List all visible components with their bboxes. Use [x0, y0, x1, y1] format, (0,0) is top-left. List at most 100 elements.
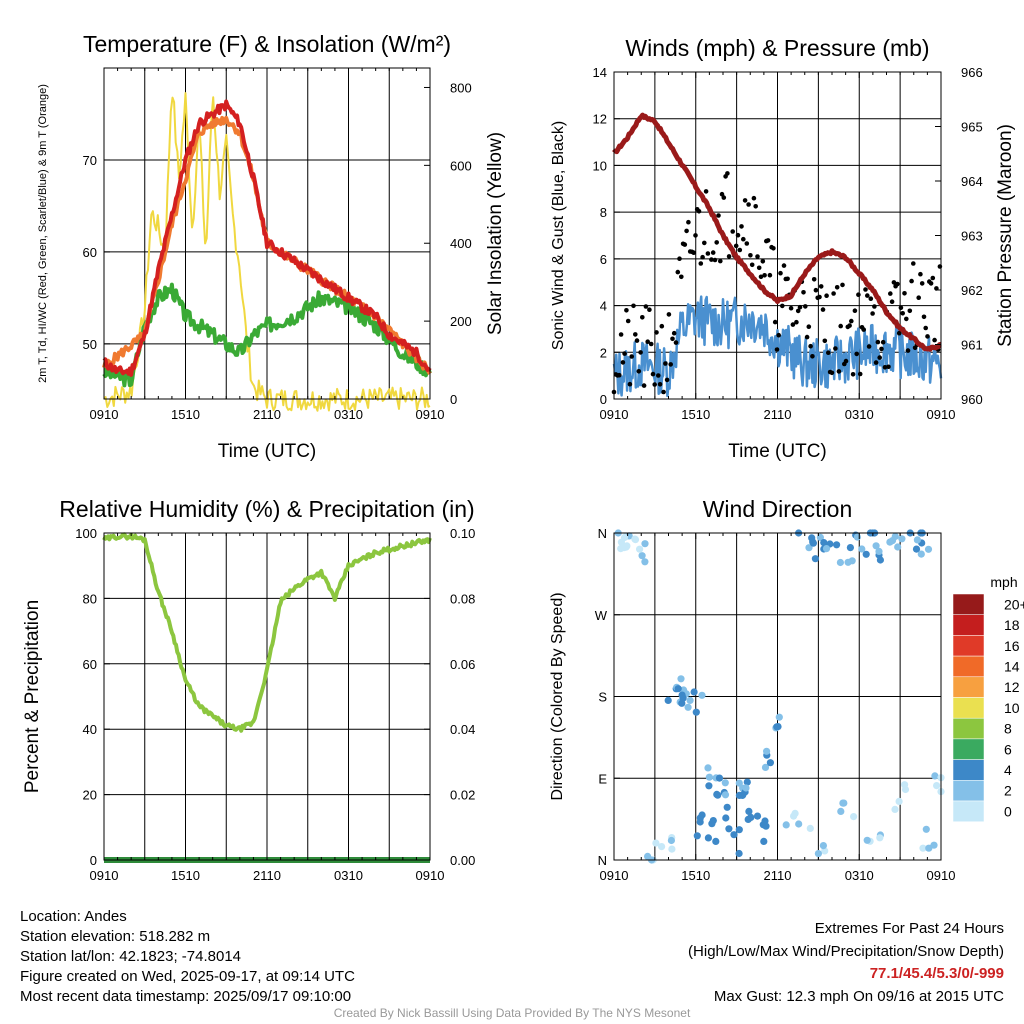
gust-point [749, 262, 755, 268]
direction-point [641, 558, 649, 566]
gust-point [666, 312, 672, 317]
gust-point [661, 389, 666, 395]
gust-point [638, 350, 643, 355]
direction-point [652, 839, 660, 847]
direction-point [795, 820, 803, 828]
direction-point [773, 723, 781, 731]
gust-point [725, 171, 730, 176]
gust-point [670, 336, 675, 342]
gust-point [829, 370, 835, 376]
gust-point [911, 261, 916, 266]
x-tick-label: 1510 [681, 407, 710, 422]
direction-point [730, 831, 738, 839]
gust-point [780, 303, 785, 309]
gust-point [898, 305, 904, 311]
legend-swatch [952, 676, 985, 698]
direction-point [763, 747, 771, 755]
gust-point [824, 293, 829, 299]
gust-point [703, 189, 709, 194]
gust-point [788, 305, 794, 311]
y2-tick-label: 0.00 [450, 853, 475, 868]
gust-point [932, 337, 937, 343]
y2-tick-label: 966 [961, 65, 983, 80]
gust-point [640, 315, 645, 320]
direction-point [664, 696, 672, 705]
direction-point [762, 822, 770, 830]
gust-point [813, 287, 819, 293]
x-tick-label: 2110 [253, 407, 281, 422]
y-tick-label: N [598, 526, 607, 541]
y2-tick-label: 960 [961, 392, 983, 407]
y-tick-label: S [598, 690, 607, 705]
gust-point [895, 281, 900, 287]
y-tick-label: 8 [600, 205, 607, 220]
direction-point [696, 814, 704, 822]
direction-point [704, 834, 713, 842]
direction-point [705, 773, 714, 781]
direction-point [819, 842, 828, 850]
gust-point [888, 291, 893, 296]
solar-insolation-line [103, 92, 431, 412]
gust-point [633, 332, 638, 337]
direction-point [712, 837, 720, 846]
gust-point [663, 361, 668, 366]
legend-label: 0 [1004, 803, 1012, 819]
legend-swatch [952, 614, 985, 636]
y2-axis-label: Station Pressure (Maroon) [995, 124, 1016, 347]
gust-point [847, 323, 852, 328]
legend-swatch [952, 635, 985, 657]
x-tick-label: 2110 [764, 868, 792, 883]
gust-point [648, 341, 654, 347]
x-tick-label: 1510 [171, 407, 200, 422]
direction-point [684, 703, 692, 711]
direction-point [693, 832, 701, 840]
gust-point [868, 296, 874, 302]
gust-point [702, 240, 707, 246]
gust-point [673, 340, 679, 345]
direction-point [705, 782, 713, 790]
direction-point [811, 555, 820, 563]
direction-point [708, 820, 716, 828]
2m-temperature-line [102, 99, 432, 377]
humidity-chart: 0910 1510 2110 0310 09100204060801000.000.02… [22, 496, 475, 883]
direction-point [690, 688, 698, 696]
gust-point [861, 327, 866, 332]
direction-point [674, 685, 682, 693]
direction-point [631, 536, 640, 544]
gust-point [918, 271, 923, 277]
gust-point [937, 264, 943, 269]
y2-tick-label: 400 [450, 236, 472, 251]
gust-point [641, 383, 647, 388]
direction-point [809, 539, 818, 547]
direction-point [723, 803, 731, 811]
direction-point [820, 539, 828, 547]
gust-point [797, 304, 803, 310]
direction-point [766, 759, 775, 767]
gust-point [712, 257, 718, 263]
gust-point [877, 355, 882, 360]
gust-point [744, 241, 750, 246]
gust-point [776, 332, 781, 338]
y-tick-label: W [595, 608, 608, 623]
direction-point [667, 836, 676, 845]
x-tick-label: 2110 [253, 868, 281, 883]
gust-point [833, 346, 838, 351]
gust-point [682, 242, 688, 247]
x-tick-label: 0910 [927, 407, 956, 422]
legend-label: 12 [1004, 679, 1020, 695]
gust-point [803, 304, 808, 309]
gust-point [624, 308, 629, 313]
gust-point [863, 287, 868, 292]
station-location: Location: Andes [20, 908, 127, 925]
y-tick-label: 6 [600, 252, 607, 267]
direction-point [863, 836, 871, 844]
gust-point [843, 358, 849, 364]
gust-point [650, 371, 656, 377]
gust-point [741, 236, 746, 242]
gust-point [886, 364, 891, 370]
gust-point [904, 316, 909, 322]
x-tick-label: 1510 [681, 868, 710, 883]
gust-point [726, 254, 732, 259]
direction-point [678, 691, 686, 699]
gust-point [625, 318, 631, 324]
